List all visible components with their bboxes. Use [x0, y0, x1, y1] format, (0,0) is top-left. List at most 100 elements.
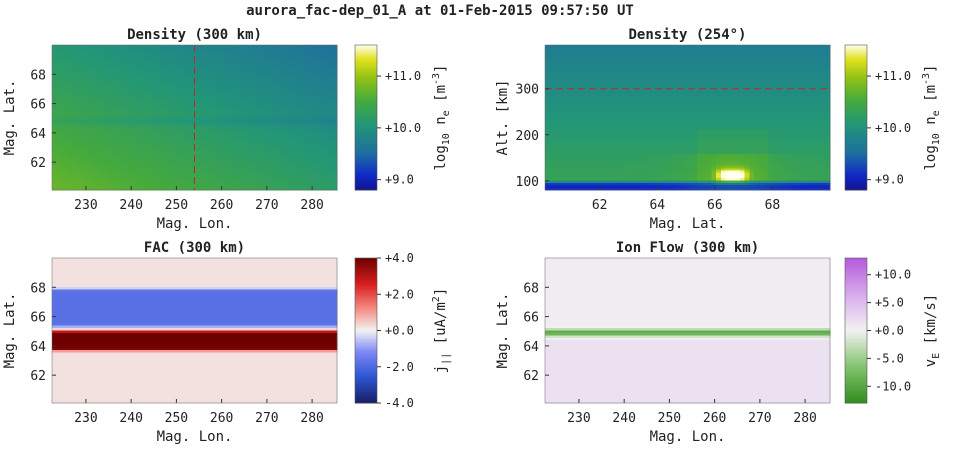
- heatmap-cell: [80, 74, 86, 78]
- heatmap-cell: [265, 61, 272, 65]
- heatmap-cell: [161, 81, 167, 85]
- heatmap-cell: [151, 64, 158, 68]
- heatmap-cell: [213, 78, 219, 82]
- heatmap-cell: [284, 74, 291, 78]
- heatmap-cell: [308, 74, 314, 78]
- figure-title: aurora_fac-dep_01_A at 01-Feb-2015 09:57…: [246, 3, 634, 19]
- heatmap-cell: [332, 69, 338, 73]
- heatmap-cell: [94, 61, 101, 65]
- heatmap-cell: [113, 59, 120, 63]
- heatmap-cell: [156, 74, 162, 78]
- heatmap-cell: [256, 76, 262, 80]
- heatmap-cell: [75, 54, 82, 58]
- heatmap-cell: [327, 45, 333, 49]
- heatmap-cell: [251, 71, 257, 75]
- heatmap-cell: [204, 81, 210, 85]
- heatmap-cell: [113, 49, 120, 53]
- heatmap-cell: [261, 45, 267, 49]
- heatmap-cell: [194, 47, 200, 51]
- heatmap-cell: [265, 52, 272, 56]
- heatmap-cell: [123, 66, 129, 70]
- heatmap-cell: [327, 57, 333, 61]
- heatmap-cell: [75, 81, 82, 85]
- heatmap-cell: [237, 57, 243, 61]
- heatmap-cell: [85, 61, 91, 65]
- heatmap-cell: [294, 57, 300, 61]
- heatmap-cell: [128, 81, 134, 85]
- heatmap-cell: [132, 59, 139, 63]
- heatmap-cell: [251, 49, 257, 53]
- heatmap-cell: [265, 69, 272, 73]
- heatmap-cell: [128, 47, 134, 51]
- heatmap-cell: [94, 52, 101, 56]
- heatmap-cell: [237, 71, 243, 75]
- heatmap-cell: [313, 57, 319, 61]
- heatmap-cell: [52, 54, 58, 58]
- heatmap-cell: [137, 61, 143, 65]
- heatmap-cell: [270, 47, 276, 51]
- heatmap-cell: [194, 52, 200, 56]
- heatmap-cell: [242, 69, 248, 73]
- heatmap-cell: [256, 49, 262, 53]
- heatmap-cell: [109, 54, 115, 58]
- heatmap-cell: [142, 57, 148, 61]
- colorbar-label-part: [m: [433, 85, 449, 110]
- heatmap-cell: [289, 52, 295, 56]
- heatmap-cell: [322, 59, 329, 63]
- heatmap-cell: [94, 59, 101, 63]
- heatmap-cell: [294, 49, 300, 53]
- heatmap-cell: [270, 45, 276, 49]
- heatmap-cell: [56, 54, 63, 58]
- heatmap-cell: [147, 74, 153, 78]
- heatmap-cell: [180, 74, 186, 78]
- heatmap-cell: [270, 52, 276, 56]
- heatmap-cell: [280, 78, 286, 82]
- heatmap-cell: [151, 69, 158, 73]
- heatmap-cell: [327, 54, 333, 58]
- heatmap-cell: [166, 71, 172, 75]
- heatmap-cell: [327, 69, 333, 73]
- heatmap-cell: [123, 71, 129, 75]
- heatmap-cell: [185, 57, 191, 61]
- heatmap-cell: [194, 45, 200, 49]
- heatmap-cell: [237, 52, 243, 56]
- heatmap-cell: [94, 49, 101, 53]
- heatmap-cell: [265, 59, 272, 63]
- heatmap-cell: [232, 61, 238, 65]
- heatmap-cell: [303, 71, 310, 75]
- heatmap-cell: [303, 64, 310, 68]
- heatmap-cell: [161, 64, 167, 68]
- heatmap-cell: [318, 76, 324, 80]
- heatmap-cell: [280, 71, 286, 75]
- heatmap-cell: [313, 54, 319, 58]
- heatmap-cell: [137, 57, 143, 61]
- heatmap-cell: [80, 52, 86, 56]
- heatmap-cell: [156, 69, 162, 73]
- heatmap-cell: [71, 52, 77, 56]
- heatmap-cell: [142, 64, 148, 68]
- heatmap-cell: [175, 66, 181, 70]
- heatmap-cell: [270, 64, 276, 68]
- heatmap-field: [52, 45, 338, 191]
- heatmap-cell: [75, 71, 82, 75]
- heatmap-cell: [132, 76, 139, 80]
- heatmap-cell: [294, 59, 300, 63]
- heatmap-cell: [246, 59, 253, 63]
- heatmap-cell: [199, 66, 205, 70]
- y-tick-label: 62: [30, 156, 46, 171]
- heatmap-cell: [265, 49, 272, 53]
- heatmap-cell: [275, 52, 281, 56]
- heatmap-cell: [251, 66, 257, 70]
- heatmap-cell: [251, 78, 257, 82]
- heatmap-cell: [199, 47, 205, 51]
- heatmap-cell: [99, 61, 105, 65]
- heatmap-cell: [170, 52, 177, 56]
- heatmap-cell: [128, 49, 134, 53]
- heatmap-cell: [99, 59, 105, 63]
- heatmap-cell: [156, 71, 162, 75]
- heatmap-cell: [284, 47, 291, 51]
- heatmap-cell: [151, 54, 158, 58]
- heatmap-cell: [94, 57, 101, 61]
- heatmap-cell: [299, 78, 305, 82]
- colorbar-label-part: -3: [431, 73, 442, 85]
